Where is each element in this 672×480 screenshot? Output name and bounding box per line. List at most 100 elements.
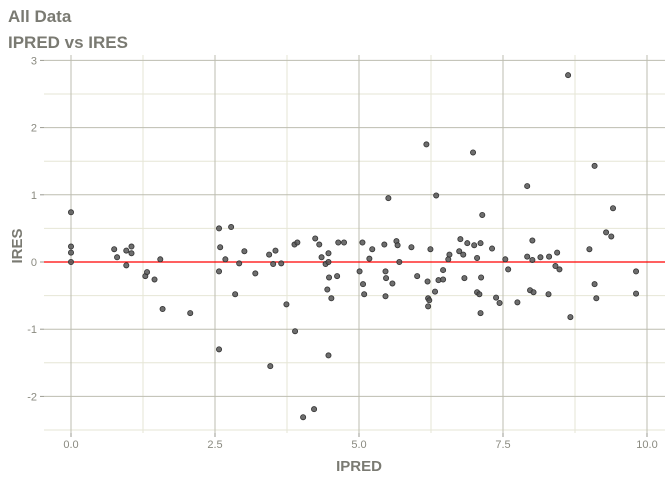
data-point bbox=[232, 291, 239, 298]
y-tick-label: -2 bbox=[27, 391, 37, 403]
data-point bbox=[479, 211, 486, 218]
data-point bbox=[546, 253, 553, 260]
data-point bbox=[366, 255, 373, 262]
data-point bbox=[529, 237, 536, 244]
data-point bbox=[216, 346, 223, 353]
chart-subtitle: IPRED vs IRES bbox=[8, 33, 128, 52]
data-point bbox=[633, 268, 640, 275]
data-point bbox=[360, 281, 367, 288]
y-tick-label: 3 bbox=[31, 55, 37, 67]
y-tick-label: 2 bbox=[31, 123, 37, 135]
data-point bbox=[123, 247, 130, 254]
data-point bbox=[477, 310, 484, 317]
data-point bbox=[217, 244, 224, 251]
data-point bbox=[216, 225, 223, 232]
data-point bbox=[361, 291, 368, 298]
data-point bbox=[529, 256, 536, 263]
data-point bbox=[537, 254, 544, 261]
data-point bbox=[300, 414, 307, 421]
data-point bbox=[460, 251, 467, 258]
data-point bbox=[423, 141, 430, 148]
data-point bbox=[325, 352, 332, 359]
data-point bbox=[325, 258, 332, 265]
data-point bbox=[68, 209, 75, 216]
data-point bbox=[554, 249, 561, 256]
data-point bbox=[457, 236, 464, 243]
data-point bbox=[381, 241, 388, 248]
x-tick-label: 0.0 bbox=[63, 439, 78, 451]
data-point bbox=[241, 248, 248, 255]
data-point bbox=[591, 281, 598, 288]
data-point bbox=[267, 363, 274, 370]
data-point bbox=[311, 406, 318, 413]
data-point bbox=[312, 235, 319, 242]
data-point bbox=[144, 269, 151, 276]
data-point bbox=[496, 299, 503, 306]
data-point bbox=[545, 291, 552, 298]
data-point bbox=[292, 328, 299, 335]
data-point bbox=[123, 262, 130, 269]
data-point bbox=[324, 286, 331, 293]
data-point bbox=[552, 263, 559, 270]
x-tick-label: 7.5 bbox=[495, 439, 510, 451]
data-point bbox=[382, 293, 389, 300]
data-point bbox=[556, 266, 563, 273]
y-axis-label: IRES bbox=[9, 228, 26, 263]
data-point bbox=[567, 314, 574, 321]
data-point bbox=[446, 251, 453, 258]
data-point bbox=[456, 248, 463, 255]
data-point bbox=[505, 266, 512, 273]
data-point bbox=[151, 276, 158, 283]
data-point bbox=[341, 239, 348, 246]
data-point bbox=[359, 239, 366, 246]
data-point bbox=[356, 268, 363, 275]
data-point bbox=[633, 290, 640, 297]
data-point bbox=[470, 149, 477, 156]
data-point bbox=[608, 233, 615, 240]
data-point bbox=[502, 256, 509, 263]
data-point bbox=[461, 275, 468, 282]
data-point bbox=[382, 268, 389, 275]
data-point bbox=[471, 242, 478, 249]
data-point bbox=[477, 240, 484, 247]
data-point bbox=[157, 256, 164, 263]
data-point bbox=[369, 246, 376, 253]
data-point bbox=[128, 250, 135, 257]
data-point bbox=[524, 253, 531, 260]
chart-title: All Data bbox=[8, 7, 72, 26]
data-point bbox=[159, 306, 166, 313]
data-point bbox=[440, 276, 447, 283]
data-point bbox=[294, 239, 301, 246]
data-point bbox=[68, 249, 75, 256]
data-point bbox=[316, 241, 323, 248]
data-point bbox=[424, 278, 431, 285]
data-point bbox=[603, 229, 610, 236]
data-point bbox=[474, 254, 481, 261]
x-axis-label: IPRED bbox=[336, 458, 382, 475]
data-point bbox=[252, 270, 259, 277]
data-point bbox=[565, 72, 572, 79]
data-point bbox=[385, 195, 392, 202]
data-point bbox=[187, 310, 194, 317]
data-point bbox=[432, 288, 439, 295]
x-tick-label: 5.0 bbox=[351, 439, 366, 451]
data-point bbox=[426, 297, 433, 304]
data-point bbox=[283, 301, 290, 308]
data-point bbox=[478, 274, 485, 281]
data-point bbox=[389, 280, 396, 287]
data-point bbox=[427, 246, 434, 253]
data-point bbox=[334, 273, 341, 280]
data-point bbox=[610, 205, 617, 212]
data-point bbox=[383, 275, 390, 282]
data-point bbox=[236, 260, 243, 267]
data-point bbox=[476, 291, 483, 298]
data-point bbox=[272, 247, 279, 254]
data-point bbox=[530, 289, 537, 296]
y-tick-label: -1 bbox=[27, 324, 37, 336]
data-point bbox=[414, 273, 421, 280]
data-point bbox=[68, 243, 75, 250]
data-point bbox=[216, 268, 223, 275]
data-point bbox=[493, 294, 500, 301]
data-point bbox=[591, 162, 598, 169]
